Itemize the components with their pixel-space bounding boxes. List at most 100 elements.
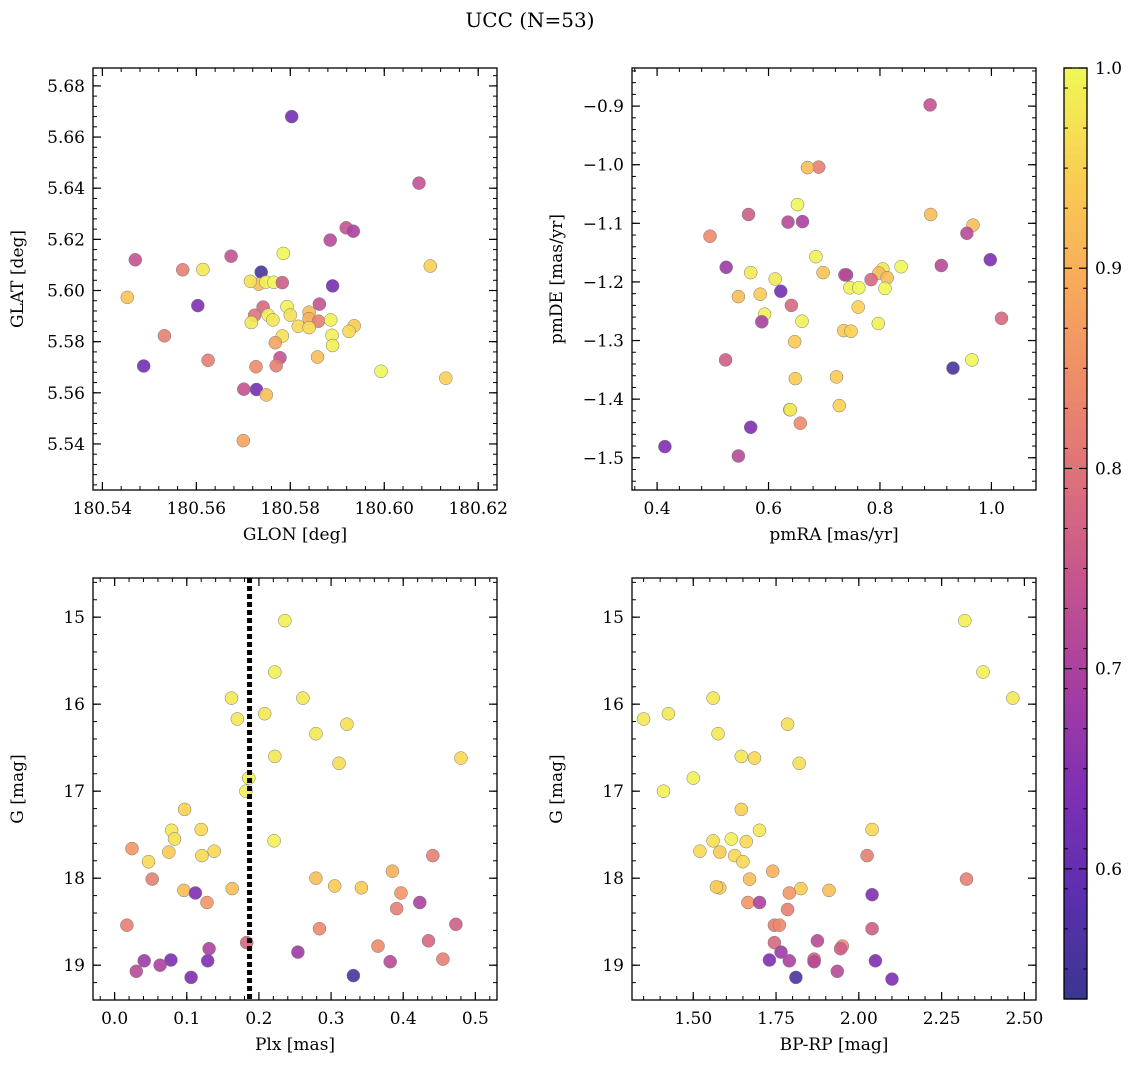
- colorbar-segment: [1064, 486, 1087, 496]
- colorbar-segment: [1064, 719, 1087, 729]
- x-axis-label: GLON [deg]: [243, 525, 347, 545]
- scatter-point: [719, 260, 733, 275]
- colorbar-segment: [1064, 820, 1087, 829]
- scatter-point: [958, 613, 972, 628]
- scatter-point: [731, 449, 746, 463]
- colorbar-segment: [1064, 83, 1087, 92]
- scatter-point: [830, 964, 845, 979]
- scatter-point: [809, 249, 823, 264]
- scatter-point: [693, 844, 707, 858]
- scatter-point: [327, 879, 342, 893]
- scatter-point: [784, 298, 799, 313]
- scatter-point: [959, 872, 974, 886]
- colorbar-segment: [1064, 145, 1087, 154]
- x-tick-label: 0.3: [318, 1009, 345, 1029]
- colorbar-segment: [1064, 184, 1087, 193]
- colorbar-segment: [1064, 122, 1087, 131]
- x-tick-label: 2.50: [1005, 1009, 1043, 1029]
- colorbar-segment: [1064, 611, 1087, 620]
- colorbar-segment: [1064, 634, 1087, 643]
- scatter-point: [236, 433, 251, 448]
- y-tick-label: −1.0: [583, 156, 624, 176]
- scatter-point: [371, 939, 385, 953]
- scatter-point: [706, 834, 720, 848]
- scatter-panel-1: 180.54 180.56 180.58 180.60 180.62 5.54 5.56 5.…: [8, 67, 508, 545]
- x-tick-label: 1.75: [757, 1009, 795, 1029]
- colorbar-segment: [1064, 114, 1087, 123]
- x-tick-label: 0.8: [866, 499, 893, 519]
- scatter-point: [781, 215, 795, 229]
- colorbar-segment: [1064, 673, 1087, 682]
- scatter-point: [789, 970, 803, 985]
- colorbar-segment: [1064, 680, 1087, 690]
- colorbar-segment: [1064, 774, 1087, 783]
- colorbar-segment: [1064, 347, 1087, 356]
- scatter-point: [423, 259, 438, 273]
- figure-title: UCC (N=53): [465, 8, 594, 32]
- colorbar-segment: [1064, 960, 1087, 969]
- colorbar-segment: [1064, 401, 1087, 410]
- scatter-point: [752, 895, 767, 910]
- y-axis-label: pmDE [mas/yr]: [547, 214, 567, 344]
- scatter-point: [153, 958, 167, 972]
- y-tick-label: 17: [63, 782, 85, 802]
- colorbar-segment: [1064, 657, 1087, 666]
- y-tick-label: −1.5: [583, 449, 624, 469]
- scatter-point: [832, 398, 847, 413]
- scatter-point: [202, 941, 216, 956]
- scatter-point: [852, 281, 866, 295]
- colorbar-segment: [1064, 106, 1087, 116]
- scatter-point: [454, 751, 468, 765]
- scatter-point: [309, 871, 323, 885]
- scatter-point: [439, 371, 453, 385]
- scatter-point: [340, 717, 354, 731]
- x-tick-label: 180.58: [261, 499, 320, 519]
- colorbar-segment: [1064, 936, 1087, 946]
- scatter-point: [780, 902, 795, 917]
- scatter-point: [302, 320, 316, 335]
- scatter-point: [794, 881, 808, 896]
- y-tick-label: 17: [602, 782, 624, 802]
- scatter-point: [284, 109, 299, 124]
- colorbar-segment: [1064, 580, 1087, 589]
- colorbar-segment: [1064, 766, 1087, 775]
- scatter-panel-4: 1.50 1.75 2.00 2.25 2.50 15 16 17 18 19 BP-RP [mag…: [547, 577, 1043, 1055]
- axes-frame: [631, 67, 1037, 491]
- scatter-point: [800, 160, 815, 175]
- colorbar-segment: [1064, 789, 1087, 798]
- scatter-point: [822, 883, 836, 898]
- scatter-point: [310, 350, 325, 364]
- scatter-point: [1006, 691, 1020, 705]
- scatter-panel-3: 0.0 0.1 0.2 0.3 0.4 0.5 15 16 17 18 19 Plx [mas] G […: [8, 577, 498, 1055]
- scatter-point: [792, 756, 806, 771]
- x-tick-label: 0.0: [101, 1009, 128, 1029]
- colorbar-segment: [1064, 649, 1087, 659]
- colorbar-tick-label: 0.8: [1095, 459, 1122, 479]
- colorbar-segment: [1064, 626, 1087, 635]
- colorbar-segment: [1064, 913, 1087, 923]
- colorbar-segment: [1064, 417, 1087, 426]
- y-axis-label: G [mag]: [547, 754, 567, 823]
- colorbar-tick-label: 0.9: [1095, 259, 1122, 279]
- colorbar-segment: [1064, 316, 1087, 325]
- colorbar-segment: [1064, 758, 1087, 767]
- colorbar-segment: [1064, 882, 1087, 891]
- scatter-point: [742, 872, 757, 886]
- colorbar-segment: [1064, 944, 1087, 954]
- y-tick-label: 18: [602, 869, 624, 889]
- colorbar-segment: [1064, 246, 1087, 255]
- scatter-point: [864, 272, 878, 287]
- scatter-point: [739, 834, 753, 849]
- x-tick-label: 180.56: [167, 499, 226, 519]
- scatter-point: [224, 691, 239, 705]
- y-tick-label: −1.3: [583, 332, 624, 352]
- colorbar-segment: [1064, 797, 1087, 806]
- colorbar-segment: [1064, 727, 1087, 736]
- scatter-point: [743, 265, 758, 280]
- colorbar-segment: [1064, 207, 1087, 217]
- scatter-point: [413, 895, 427, 910]
- scatter-point: [743, 420, 758, 435]
- scatter-point: [788, 371, 803, 386]
- axes-frame: [631, 577, 1037, 1001]
- colorbar-segment: [1064, 331, 1087, 341]
